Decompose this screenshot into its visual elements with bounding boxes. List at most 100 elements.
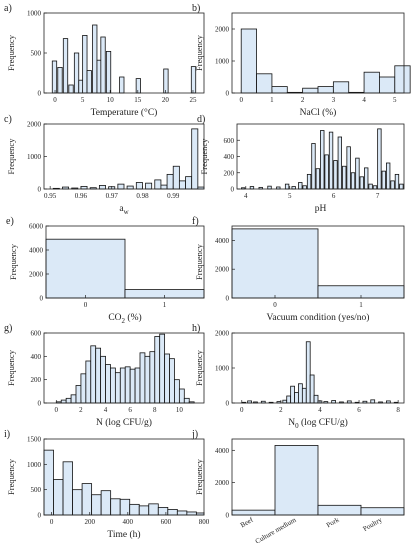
histogram-bar <box>119 367 126 404</box>
histogram-bar <box>315 168 321 190</box>
y-tick-label: 0 <box>231 186 235 194</box>
histogram-bar <box>167 509 178 516</box>
histogram-bar <box>305 341 311 404</box>
y-tick-label: 600 <box>31 330 42 338</box>
histogram-bar <box>302 185 307 190</box>
x-tick-label: 0.98 <box>136 192 149 200</box>
y-tick-label: 1000 <box>27 153 42 161</box>
histogram-bar <box>320 130 325 190</box>
x-axis-label: Temperature (°C) <box>91 107 158 118</box>
histogram-bar <box>368 183 373 190</box>
y-tick-label: 4000 <box>215 237 230 245</box>
histogram-bar <box>333 160 338 190</box>
x-tick-label: 0 <box>84 301 88 309</box>
histogram-bar <box>178 180 186 190</box>
histogram-bar <box>149 351 156 404</box>
histogram-bar <box>256 73 273 94</box>
y-tick-label: 600 <box>224 137 235 145</box>
histogram-bar <box>148 503 159 516</box>
histogram-bar <box>386 162 391 190</box>
histogram-bar <box>159 333 166 404</box>
x-tick-label: 0 <box>239 96 243 104</box>
y-axis-label: Frequency <box>8 243 18 280</box>
y-tick-label: 400 <box>31 353 42 361</box>
panel-c: 0 1000 2000 0.95 0.96 0.97 0.98 0.99 aw Frequency… <box>4 114 205 216</box>
x-tick-label: 0 <box>50 518 54 526</box>
x-tick-label: 1 <box>270 96 274 104</box>
histogram-bar <box>114 372 121 404</box>
histogram-bar <box>157 506 169 516</box>
histogram-bar <box>399 183 404 190</box>
y-tick-label: 6000 <box>29 223 44 231</box>
histogram-bar <box>53 479 64 516</box>
y-tick-label: 0 <box>38 90 42 98</box>
y-tick-label: 1500 <box>27 436 42 444</box>
histogram-bar <box>346 146 351 190</box>
y-axis-label: Frequency <box>6 349 16 386</box>
x-tick-label: 2 <box>301 96 305 104</box>
histogram-bar <box>163 68 169 94</box>
x-tick-label: 1 <box>359 301 363 309</box>
panel-j: 0 2000 4000 Beef Culture medium Pork Poultry Fr… <box>191 429 405 546</box>
y-tick-label: 2000 <box>215 479 230 487</box>
panel-g: 0 200 400 600 0 2 4 6 8 10 N (log CFU/g) Frequency g… <box>4 323 205 428</box>
panel-label: g) <box>4 323 12 334</box>
histogram-bar <box>306 173 312 190</box>
x-tick-label: 4 <box>244 192 248 200</box>
histogram-bar <box>271 86 288 94</box>
histogram-bar <box>286 395 292 404</box>
histogram-bar <box>274 445 319 516</box>
x-tick-label: 4 <box>362 96 366 104</box>
y-tick-label: 0 <box>38 512 42 520</box>
histogram-bar <box>117 183 125 190</box>
x-tick-label: 3 <box>332 96 336 104</box>
histogram-bar <box>309 374 315 404</box>
histogram-bar <box>360 507 405 516</box>
histogram-bar <box>381 170 386 190</box>
histogram-bar <box>51 60 58 94</box>
histogram-bar <box>57 67 63 94</box>
x-tick-label: 6 <box>332 192 336 200</box>
histogram-bar <box>98 185 106 190</box>
y-tick-label: 2000 <box>215 266 230 274</box>
histogram-bar <box>169 358 175 404</box>
panel-label: h) <box>192 323 200 334</box>
histogram-bar <box>138 505 150 516</box>
histogram-bar <box>172 165 180 190</box>
x-tick-label: 5 <box>288 192 292 200</box>
histogram-bar <box>81 483 93 516</box>
y-tick-label: 1000 <box>27 10 42 18</box>
x-tick-label: 800 <box>199 518 210 526</box>
histogram-bar <box>355 157 360 190</box>
category-label: Poultry <box>362 516 384 533</box>
histogram-bar <box>332 81 350 94</box>
panel-label: b) <box>192 3 200 14</box>
panel-label: e) <box>6 216 14 227</box>
x-axis-label: NaCl (%) <box>300 107 337 118</box>
y-axis-label: Frequency <box>6 458 16 495</box>
histogram-bar <box>185 176 193 190</box>
y-axis-label: Frequency <box>6 34 16 71</box>
x-axis-label: Vacuum condition (yes/no) <box>267 312 370 323</box>
histogram-bar <box>80 373 87 404</box>
histogram-bar <box>390 180 395 190</box>
panel-h: 0 1000 2000 0 2 4 6 8 N0 (log CFU/g) Frequency h) <box>192 323 405 430</box>
y-tick-label: 2000 <box>215 330 230 338</box>
histogram-bar <box>154 336 161 404</box>
y-tick-label: 0 <box>40 295 44 303</box>
histogram-bar <box>119 76 125 94</box>
panel-label: i) <box>4 429 10 440</box>
x-tick-label: 4 <box>318 406 322 414</box>
histogram-bar <box>394 65 411 94</box>
histogram-bar <box>100 36 106 94</box>
y-axis-label: Frequency <box>194 349 204 386</box>
histogram-bar <box>337 136 342 190</box>
histogram-bar <box>284 183 290 190</box>
x-tick-label: 7 <box>376 192 380 200</box>
histogram-bar <box>183 397 190 404</box>
histogram-bar <box>144 355 151 404</box>
histogram-bar <box>134 367 141 404</box>
histogram-bar <box>176 510 188 516</box>
panel-e: 0 2000 4000 6000 0 1 CO2 (%) Frequency e) <box>6 216 205 325</box>
histogram-bar <box>267 185 272 190</box>
